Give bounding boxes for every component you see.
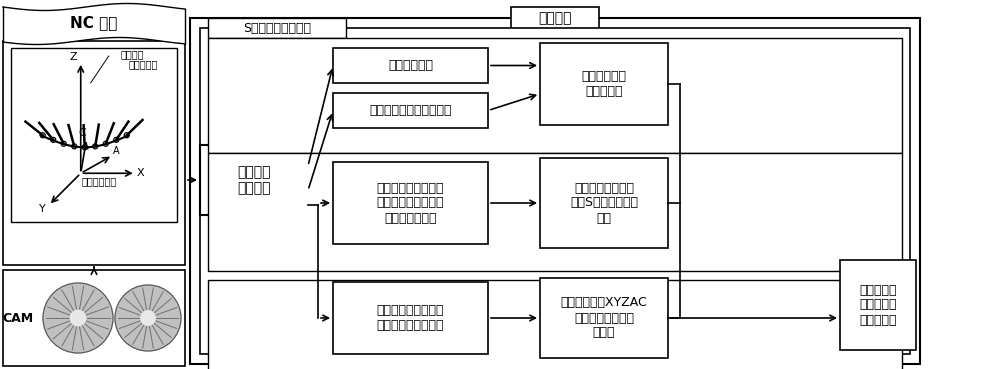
Text: 数控系统: 数控系统 <box>538 11 572 25</box>
FancyBboxPatch shape <box>3 41 185 265</box>
FancyBboxPatch shape <box>540 278 668 358</box>
FancyBboxPatch shape <box>333 162 488 244</box>
Text: NC 程序: NC 程序 <box>70 15 118 31</box>
Text: 实时内核：
输出各进给
轴位移序列: 实时内核： 输出各进给 轴位移序列 <box>859 283 897 327</box>
FancyBboxPatch shape <box>333 282 488 354</box>
Polygon shape <box>115 285 181 351</box>
FancyBboxPatch shape <box>190 18 920 364</box>
Text: 路径信息获取: 路径信息获取 <box>388 59 433 72</box>
Text: 反向求解线段起始点
速度，对起始点的限
制速度进行修正: 反向求解线段起始点 速度，对起始点的限 制速度进行修正 <box>377 182 444 224</box>
FancyBboxPatch shape <box>511 7 599 29</box>
Text: Z: Z <box>70 52 78 62</box>
Text: S形加减速速度规划: S形加减速速度规划 <box>243 21 311 34</box>
Text: 正向速度规划：非
对称S形加减速分类
模型: 正向速度规划：非 对称S形加减速分类 模型 <box>570 182 638 224</box>
Text: X: X <box>137 168 145 178</box>
FancyBboxPatch shape <box>840 260 916 350</box>
Text: CAM: CAM <box>2 311 34 324</box>
Circle shape <box>70 310 86 326</box>
FancyBboxPatch shape <box>540 43 668 125</box>
Text: 刀尖点位置: 刀尖点位置 <box>128 59 157 69</box>
FancyBboxPatch shape <box>11 48 177 222</box>
Text: Y: Y <box>39 204 46 214</box>
Text: 线性插值求解工件坐
标系下各轴的坐标值: 线性插值求解工件坐 标系下各轴的坐标值 <box>377 304 444 332</box>
FancyBboxPatch shape <box>333 93 488 128</box>
Text: A: A <box>113 146 120 156</box>
FancyBboxPatch shape <box>208 153 902 271</box>
FancyBboxPatch shape <box>208 38 902 153</box>
Polygon shape <box>3 3 185 45</box>
Circle shape <box>141 311 155 325</box>
FancyBboxPatch shape <box>3 270 185 366</box>
Text: 连续线段路径: 连续线段路径 <box>81 176 116 186</box>
Text: 逆向变换求解XYZAC
联动各轴的插补指
令位置: 逆向变换求解XYZAC 联动各轴的插补指 令位置 <box>561 297 647 339</box>
FancyBboxPatch shape <box>200 145 308 215</box>
FancyBboxPatch shape <box>540 158 668 248</box>
FancyBboxPatch shape <box>208 280 902 369</box>
Text: 机床进给轴运动参数获取: 机床进给轴运动参数获取 <box>369 104 452 117</box>
FancyBboxPatch shape <box>333 48 488 83</box>
Text: 数控系统
程序译码: 数控系统 程序译码 <box>237 165 271 195</box>
Polygon shape <box>43 283 113 353</box>
FancyBboxPatch shape <box>200 28 910 354</box>
Text: 刀轴矢量: 刀轴矢量 <box>121 49 144 59</box>
FancyBboxPatch shape <box>208 18 346 38</box>
Text: 小线段速度、
加速度约束: 小线段速度、 加速度约束 <box>582 70 626 98</box>
Text: C: C <box>79 128 87 138</box>
